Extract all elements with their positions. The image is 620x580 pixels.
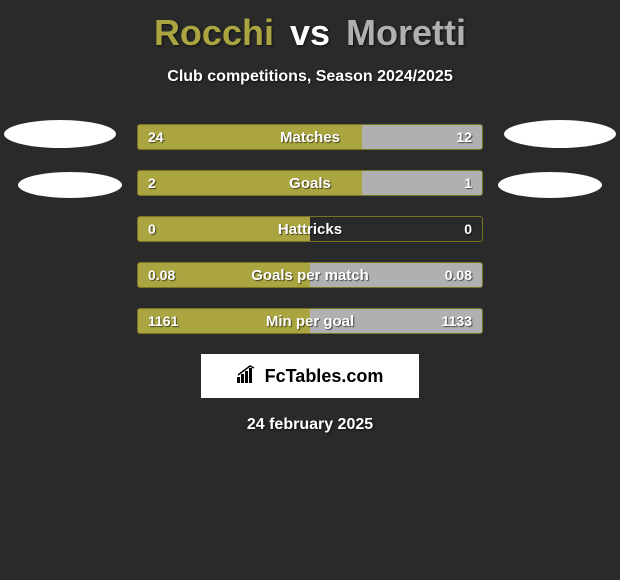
stat-bar: 2412Matches: [137, 124, 483, 150]
stat-value-left: 0: [138, 217, 166, 241]
stat-value-left: 0.08: [138, 263, 185, 287]
comparison-title: Rocchi vs Moretti: [0, 0, 620, 54]
title-player-right: Moretti: [346, 12, 466, 53]
comparison-chart: 2412Matches21Goals00Hattricks0.080.08Goa…: [0, 124, 620, 334]
date-line: 24 february 2025: [0, 416, 620, 434]
stat-bar: 0.080.08Goals per match: [137, 262, 483, 288]
stat-value-left: 24: [138, 125, 174, 149]
stat-value-right: 0: [454, 217, 482, 241]
stat-value-right: 0.08: [435, 263, 482, 287]
player-photo-right: [504, 120, 616, 148]
stat-bar: 00Hattricks: [137, 216, 483, 242]
stat-value-right: 1133: [432, 309, 482, 333]
title-player-left: Rocchi: [154, 12, 274, 53]
club-logo-left: [18, 172, 122, 198]
bar-fill-left: [138, 171, 362, 195]
stat-value-right: 12: [446, 125, 482, 149]
stat-value-right: 1: [454, 171, 482, 195]
stat-value-left: 1161: [138, 309, 188, 333]
stat-bar: 11611133Min per goal: [137, 308, 483, 334]
player-photo-left: [4, 120, 116, 148]
club-logo-right: [498, 172, 602, 198]
stat-value-left: 2: [138, 171, 166, 195]
stat-bar: 21Goals: [137, 170, 483, 196]
stat-bars-container: 2412Matches21Goals00Hattricks0.080.08Goa…: [137, 124, 483, 334]
title-vs: vs: [290, 12, 330, 53]
chart-icon: [237, 365, 259, 388]
brand-badge: FcTables.com: [201, 354, 419, 398]
subtitle: Club competitions, Season 2024/2025: [0, 68, 620, 86]
brand-text: FcTables.com: [265, 366, 384, 387]
